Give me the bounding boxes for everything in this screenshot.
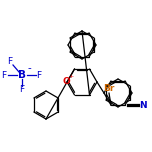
Text: +: +	[68, 74, 74, 79]
Text: N: N	[139, 101, 147, 110]
Text: O: O	[62, 78, 70, 86]
Text: F: F	[1, 71, 7, 79]
Text: F: F	[19, 85, 25, 95]
Text: F: F	[7, 57, 13, 67]
Text: Br: Br	[103, 84, 115, 93]
Text: F: F	[36, 71, 41, 79]
Text: B: B	[18, 70, 26, 80]
Text: -: -	[27, 63, 31, 73]
